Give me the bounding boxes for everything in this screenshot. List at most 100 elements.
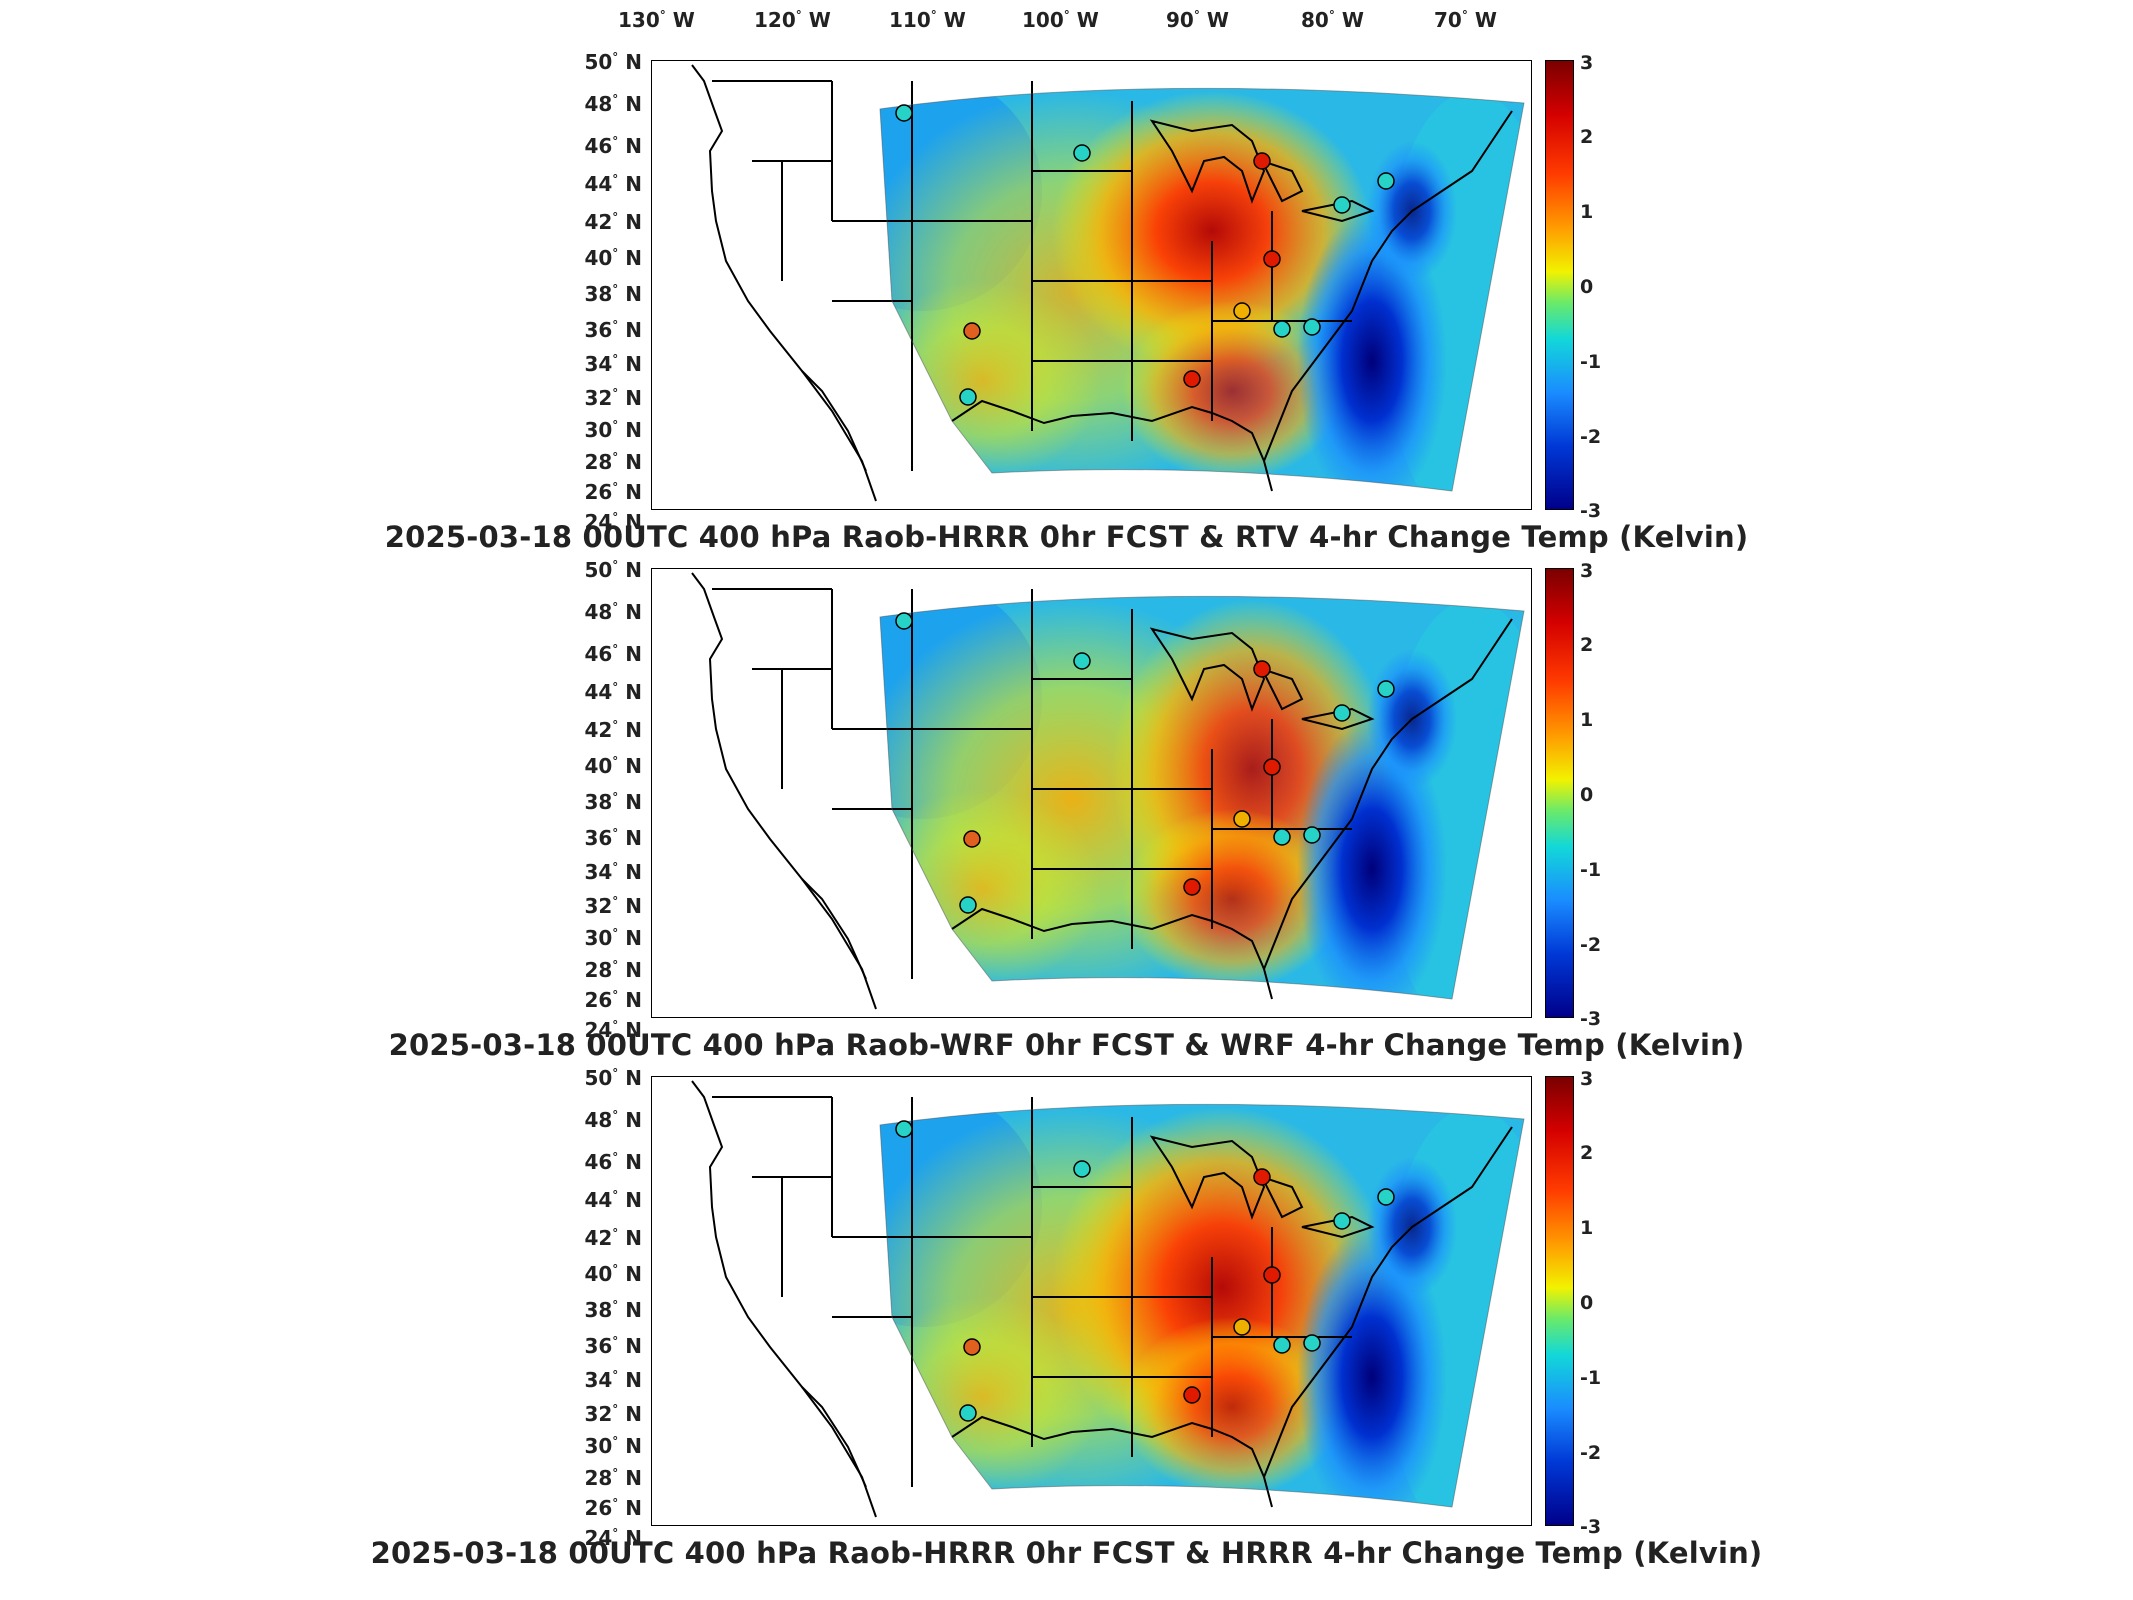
colorbar-tick: -3 bbox=[1580, 1008, 1602, 1030]
colorbar-tick: -2 bbox=[1580, 934, 1602, 956]
raob-station-marker bbox=[959, 388, 977, 406]
raob-station-marker bbox=[1303, 1334, 1321, 1352]
colorbar-tick: 0 bbox=[1580, 784, 1594, 806]
lat-tick: 34° N bbox=[584, 352, 642, 376]
colorbar bbox=[1545, 568, 1574, 1018]
lat-tick: 26° N bbox=[584, 1496, 642, 1520]
colorbar bbox=[1545, 1076, 1574, 1526]
lon-tick: 110° W bbox=[889, 8, 966, 32]
temperature-map bbox=[651, 60, 1532, 510]
panel-title: 2025-03-18 00UTC 400 hPa Raob-WRF 0hr FC… bbox=[388, 1028, 1745, 1062]
raob-station-marker bbox=[1253, 152, 1271, 170]
raob-station-marker bbox=[1183, 878, 1201, 896]
raob-station-marker bbox=[959, 1404, 977, 1422]
raob-station-marker bbox=[1073, 144, 1091, 162]
raob-station-marker bbox=[1333, 1212, 1351, 1230]
lat-tick: 42° N bbox=[584, 1226, 642, 1250]
lat-tick: 30° N bbox=[584, 1434, 642, 1458]
raob-station-marker bbox=[1263, 758, 1281, 776]
raob-station-marker bbox=[963, 830, 981, 848]
lat-tick: 26° N bbox=[584, 480, 642, 504]
temperature-map bbox=[651, 1076, 1532, 1526]
lat-tick: 34° N bbox=[584, 1368, 642, 1392]
raob-station-marker bbox=[1303, 826, 1321, 844]
raob-station-marker bbox=[1263, 1266, 1281, 1284]
lat-tick: 48° N bbox=[584, 600, 642, 624]
raob-station-marker bbox=[1233, 302, 1251, 320]
lat-tick: 50° N bbox=[584, 558, 642, 582]
raob-station-marker bbox=[963, 322, 981, 340]
colorbar-tick: 2 bbox=[1580, 634, 1594, 656]
colorbar-tick: 1 bbox=[1580, 709, 1594, 731]
lat-tick: 46° N bbox=[584, 642, 642, 666]
lat-tick: 32° N bbox=[584, 1402, 642, 1426]
lat-tick: 42° N bbox=[584, 718, 642, 742]
map-panel-2: 50° N 48° N 46° N 44° N 42° N 40° N 38° N 36° N… bbox=[0, 558, 2133, 1076]
lat-tick: 44° N bbox=[584, 1188, 642, 1212]
lat-tick: 32° N bbox=[584, 894, 642, 918]
lat-tick: 38° N bbox=[584, 282, 642, 306]
raob-station-marker bbox=[1073, 652, 1091, 670]
lat-tick: 36° N bbox=[584, 826, 642, 850]
lon-tick: 90° W bbox=[1166, 8, 1229, 32]
colorbar-tick: -3 bbox=[1580, 500, 1602, 522]
raob-station-marker bbox=[959, 896, 977, 914]
raob-station-marker bbox=[1233, 810, 1251, 828]
lat-tick: 40° N bbox=[584, 1262, 642, 1286]
lon-tick: 80° W bbox=[1301, 8, 1364, 32]
colorbar-tick: 2 bbox=[1580, 1142, 1594, 1164]
lat-tick: 24° N bbox=[584, 1018, 642, 1042]
colorbar-tick: 0 bbox=[1580, 1292, 1594, 1314]
lat-tick: 38° N bbox=[584, 790, 642, 814]
raob-station-marker bbox=[895, 104, 913, 122]
lat-tick: 38° N bbox=[584, 1298, 642, 1322]
panel-title: 2025-03-18 00UTC 400 hPa Raob-HRRR 0hr F… bbox=[370, 1536, 1763, 1570]
raob-station-marker bbox=[1377, 1188, 1395, 1206]
lat-tick: 44° N bbox=[584, 680, 642, 704]
lat-tick: 28° N bbox=[584, 958, 642, 982]
colorbar-tick: 2 bbox=[1580, 126, 1594, 148]
colorbar-tick: 1 bbox=[1580, 201, 1594, 223]
colorbar-tick: -1 bbox=[1580, 351, 1602, 373]
lat-tick: 40° N bbox=[584, 754, 642, 778]
colorbar-tick: -1 bbox=[1580, 1367, 1602, 1389]
raob-station-marker bbox=[1333, 196, 1351, 214]
colorbar-tick: -3 bbox=[1580, 1516, 1602, 1538]
raob-station-marker bbox=[1253, 660, 1271, 678]
colorbar-tick: 3 bbox=[1580, 1068, 1594, 1090]
lat-tick: 40° N bbox=[584, 246, 642, 270]
colorbar bbox=[1545, 60, 1574, 510]
lat-tick: 26° N bbox=[584, 988, 642, 1012]
raob-station-marker bbox=[1377, 680, 1395, 698]
lat-tick: 50° N bbox=[584, 50, 642, 74]
map-panel-3: 50° N 48° N 46° N 44° N 42° N 40° N 38° N 36° N… bbox=[0, 1066, 2133, 1584]
lat-tick: 44° N bbox=[584, 172, 642, 196]
raob-station-marker bbox=[1263, 250, 1281, 268]
raob-station-marker bbox=[963, 1338, 981, 1356]
lat-tick: 42° N bbox=[584, 210, 642, 234]
colorbar-tick: -1 bbox=[1580, 859, 1602, 881]
raob-station-marker bbox=[1273, 1336, 1291, 1354]
colorbar-tick: -2 bbox=[1580, 426, 1602, 448]
colorbar-tick: 3 bbox=[1580, 52, 1594, 74]
lat-tick: 24° N bbox=[584, 510, 642, 534]
colorbar-tick: 0 bbox=[1580, 276, 1594, 298]
panel-title: 2025-03-18 00UTC 400 hPa Raob-HRRR 0hr F… bbox=[384, 520, 1749, 554]
lat-tick: 50° N bbox=[584, 1066, 642, 1090]
lat-tick: 48° N bbox=[584, 92, 642, 116]
lat-tick: 30° N bbox=[584, 926, 642, 950]
raob-station-marker bbox=[1253, 1168, 1271, 1186]
raob-station-marker bbox=[895, 612, 913, 630]
map-panel-1: 50° N 48° N 46° N 44° N 42° N 40° N 38° N 36° N… bbox=[0, 50, 2133, 568]
raob-station-marker bbox=[1303, 318, 1321, 336]
lon-tick: 120° W bbox=[754, 8, 831, 32]
lat-tick: 46° N bbox=[584, 1150, 642, 1174]
lat-tick: 28° N bbox=[584, 450, 642, 474]
lon-tick: 70° W bbox=[1434, 8, 1497, 32]
lon-tick: 100° W bbox=[1022, 8, 1099, 32]
lat-tick: 30° N bbox=[584, 418, 642, 442]
lat-tick: 32° N bbox=[584, 386, 642, 410]
lat-tick: 24° N bbox=[584, 1526, 642, 1550]
raob-station-marker bbox=[1273, 320, 1291, 338]
raob-station-marker bbox=[1233, 1318, 1251, 1336]
